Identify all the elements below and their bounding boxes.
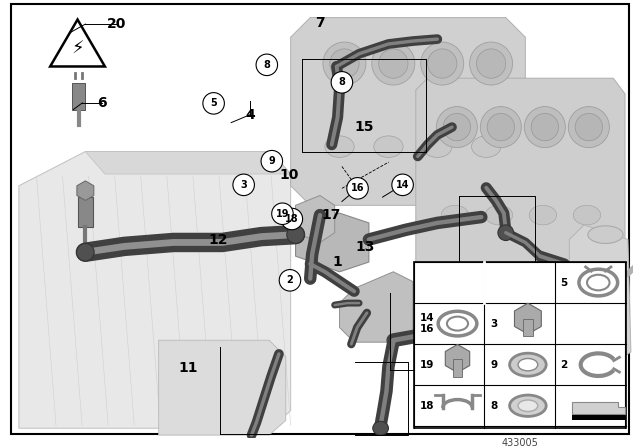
- Polygon shape: [85, 151, 291, 174]
- Bar: [414, 262, 626, 428]
- Polygon shape: [291, 17, 525, 205]
- Ellipse shape: [588, 226, 623, 243]
- Text: 18: 18: [285, 214, 299, 224]
- Text: 8: 8: [490, 401, 497, 411]
- Text: 6: 6: [97, 96, 107, 110]
- Text: ⚡: ⚡: [71, 40, 84, 58]
- Text: 13: 13: [355, 241, 375, 254]
- Circle shape: [203, 93, 225, 114]
- Ellipse shape: [323, 42, 366, 85]
- Text: 2: 2: [561, 360, 568, 370]
- Ellipse shape: [568, 107, 609, 148]
- Ellipse shape: [420, 42, 464, 85]
- Ellipse shape: [77, 243, 94, 261]
- Ellipse shape: [487, 113, 515, 141]
- Ellipse shape: [565, 298, 579, 312]
- Circle shape: [279, 270, 301, 291]
- Polygon shape: [340, 272, 413, 342]
- Polygon shape: [159, 340, 286, 435]
- Circle shape: [272, 203, 293, 224]
- Circle shape: [392, 174, 413, 196]
- Text: 2: 2: [287, 276, 293, 285]
- Text: 433005: 433005: [502, 438, 538, 448]
- Circle shape: [347, 177, 368, 199]
- Circle shape: [331, 72, 353, 93]
- Text: 17: 17: [321, 208, 341, 223]
- Text: 14
16: 14 16: [420, 313, 435, 334]
- Bar: [453, 358, 462, 377]
- Text: 1: 1: [333, 255, 342, 269]
- Ellipse shape: [531, 113, 559, 141]
- Text: 14: 14: [396, 180, 410, 190]
- Text: 11: 11: [179, 361, 198, 375]
- Text: 9: 9: [490, 360, 497, 370]
- Bar: [72, 83, 85, 111]
- Circle shape: [261, 151, 283, 172]
- Text: 20: 20: [107, 17, 126, 31]
- Ellipse shape: [518, 358, 538, 371]
- Polygon shape: [416, 78, 625, 272]
- Text: 19: 19: [276, 209, 289, 219]
- Text: 19: 19: [420, 360, 434, 370]
- Ellipse shape: [443, 113, 470, 141]
- Ellipse shape: [470, 42, 513, 85]
- Ellipse shape: [441, 205, 468, 225]
- Text: 5: 5: [211, 99, 217, 108]
- Ellipse shape: [372, 422, 388, 435]
- Text: 3: 3: [240, 180, 247, 190]
- Circle shape: [281, 208, 303, 230]
- Text: 18: 18: [420, 401, 434, 411]
- Ellipse shape: [422, 136, 452, 157]
- Ellipse shape: [573, 205, 600, 225]
- Ellipse shape: [485, 205, 513, 225]
- Text: 8: 8: [339, 78, 346, 87]
- Text: 4: 4: [245, 108, 255, 122]
- Text: 3: 3: [490, 319, 497, 329]
- Circle shape: [233, 174, 255, 196]
- Ellipse shape: [287, 226, 305, 243]
- Polygon shape: [572, 402, 625, 414]
- Bar: [572, 415, 625, 420]
- Ellipse shape: [325, 136, 354, 157]
- Bar: [77, 198, 93, 227]
- Ellipse shape: [428, 49, 457, 78]
- Ellipse shape: [509, 353, 546, 376]
- Text: 8: 8: [264, 60, 270, 70]
- Ellipse shape: [476, 49, 506, 78]
- Text: 16: 16: [351, 183, 364, 194]
- Ellipse shape: [330, 49, 359, 78]
- Text: 15: 15: [354, 120, 374, 134]
- Polygon shape: [296, 213, 369, 272]
- Ellipse shape: [379, 49, 408, 78]
- Ellipse shape: [436, 107, 477, 148]
- Ellipse shape: [575, 113, 602, 141]
- Circle shape: [256, 54, 278, 76]
- Ellipse shape: [481, 107, 522, 148]
- Polygon shape: [50, 20, 105, 66]
- Text: 7: 7: [315, 16, 325, 30]
- Ellipse shape: [529, 205, 557, 225]
- Ellipse shape: [518, 400, 538, 411]
- Ellipse shape: [509, 395, 546, 416]
- Text: 10: 10: [279, 168, 298, 182]
- Ellipse shape: [372, 42, 415, 85]
- Text: 5: 5: [561, 278, 568, 288]
- Polygon shape: [570, 225, 631, 364]
- Polygon shape: [19, 151, 291, 428]
- Bar: [523, 319, 533, 336]
- Ellipse shape: [472, 136, 501, 157]
- Text: 9: 9: [268, 156, 275, 166]
- Ellipse shape: [498, 225, 513, 241]
- Ellipse shape: [524, 107, 565, 148]
- Text: 12: 12: [209, 233, 228, 247]
- Polygon shape: [296, 195, 335, 242]
- Ellipse shape: [374, 136, 403, 157]
